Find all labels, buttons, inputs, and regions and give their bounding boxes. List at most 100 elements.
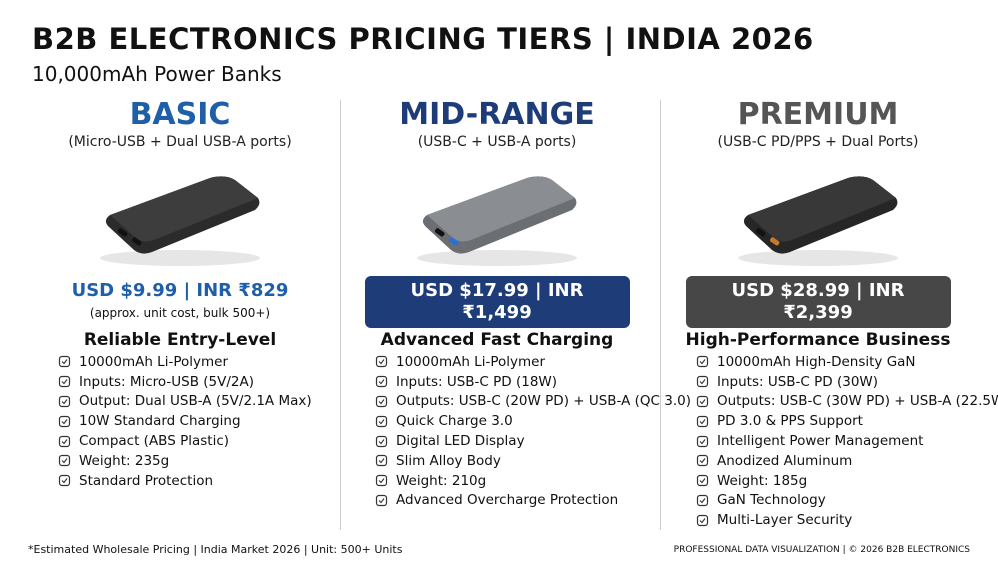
feature-icon — [696, 395, 709, 408]
feature: Multi-Layer Security — [696, 510, 998, 530]
feature-text: 10000mAh Li-Polymer — [396, 353, 545, 370]
feature: Slim Alloy Body — [375, 451, 691, 471]
product-image — [100, 176, 260, 266]
tier-name: BASIC — [129, 97, 231, 132]
feature: 10W Standard Charging — [58, 411, 312, 431]
feature-icon — [696, 514, 709, 526]
feature-list: 10000mAh Li-Polymer Inputs: USB-C PD (18W… — [375, 352, 691, 510]
feature: Standard Protection — [58, 471, 312, 491]
tagline: Advanced Fast Charging — [380, 330, 614, 350]
feature: Inputs: USB-C PD (30W) — [696, 372, 998, 392]
feature: Quick Charge 3.0 — [375, 411, 691, 431]
feature-text: Inputs: USB-C PD (30W) — [717, 373, 879, 390]
tier-name: PREMIUM — [737, 97, 899, 132]
feature-text: GaN Technology — [717, 492, 826, 509]
feature: Advanced Overcharge Protection — [375, 491, 691, 511]
feature-icon — [375, 494, 388, 507]
feature: Intelligent Power Management — [696, 431, 998, 451]
feature-icon — [696, 415, 709, 427]
feature: 10000mAh Li-Polymer — [375, 352, 691, 372]
feature: Weight: 235g — [58, 451, 312, 471]
tier-subtitle: (Micro-USB + Dual USB-A ports) — [68, 134, 292, 150]
title: B2B ELECTRONICS PRICING TIERS | INDIA 20… — [32, 22, 814, 56]
feature: 10000mAh High-Density GaN — [696, 352, 998, 372]
price-wrap: USD $9.99 | INR ₹829 — [20, 276, 340, 306]
price: USD $17.99 | INR ₹1,499 — [364, 276, 630, 328]
divider — [340, 100, 341, 530]
feature: GaN Technology — [696, 491, 998, 511]
feature-text: 10W Standard Charging — [79, 413, 241, 430]
feature-icon — [58, 376, 71, 388]
price-wrap: USD $17.99 | INR ₹1,499 — [337, 276, 657, 328]
feature: Inputs: USB-C PD (18W) — [375, 372, 691, 392]
feature-text: PD 3.0 & PPS Support — [717, 413, 863, 430]
divider — [660, 100, 661, 530]
tier-column: BASIC (Micro-USB + Dual USB-A ports) USD … — [20, 96, 340, 536]
feature: Weight: 185g — [696, 471, 998, 491]
footer-credit: PROFESSIONAL DATA VISUALIZATION | © 2026… — [673, 545, 970, 555]
price: USD $9.99 | INR ₹829 — [71, 280, 289, 301]
feature-icon — [58, 455, 71, 467]
feature-list: 10000mAh High-Density GaN Inputs: USB-C P… — [696, 352, 998, 530]
feature-icon — [375, 356, 388, 368]
feature-icon — [375, 395, 388, 408]
feature: 10000mAh Li-Polymer — [58, 352, 312, 372]
tier-column: MID-RANGE (USB-C + USB-A ports) USD $17.9… — [337, 96, 691, 536]
feature: Digital LED Display — [375, 431, 691, 451]
feature-icon — [696, 494, 709, 507]
feature-list: 10000mAh Li-Polymer Inputs: Micro-USB (5V… — [58, 352, 312, 491]
feature-icon — [58, 415, 71, 427]
tier-subtitle: (USB-C PD/PPS + Dual Ports) — [717, 134, 919, 150]
feature-text: Output: Dual USB-A (5V/2.1A Max) — [79, 393, 312, 410]
tier-name: MID-RANGE — [399, 97, 595, 132]
feature-text: Inputs: Micro-USB (5V/2A) — [79, 373, 255, 390]
feature-text: Compact (ABS Plastic) — [79, 433, 230, 450]
feature-icon — [375, 376, 388, 388]
feature-icon — [696, 455, 709, 467]
feature-icon — [696, 435, 709, 447]
feature-icon — [375, 415, 388, 427]
price: USD $28.99 | INR ₹2,399 — [685, 276, 951, 328]
feature: Inputs: Micro-USB (5V/2A) — [58, 372, 312, 392]
feature: Weight: 210g — [375, 471, 691, 491]
feature-text: Inputs: USB-C PD (18W) — [396, 373, 558, 390]
feature: Anodized Aluminum — [696, 451, 998, 471]
feature-text: Quick Charge 3.0 — [396, 413, 513, 430]
feature-text: Multi-Layer Security — [717, 512, 853, 529]
feature: Outputs: USB-C (20W PD) + USB-A (QC 3.0) — [375, 392, 691, 412]
feature-icon — [696, 475, 709, 487]
tier-subtitle: (USB-C + USB-A ports) — [417, 134, 577, 150]
feature-icon — [375, 435, 388, 447]
feature-icon — [58, 435, 71, 447]
feature-icon — [696, 376, 709, 388]
price-note: (approx. unit cost, bulk 500+) — [89, 306, 271, 320]
feature-icon — [58, 395, 71, 408]
footer-note: *Estimated Wholesale Pricing | India Mar… — [28, 543, 403, 556]
feature-icon — [58, 475, 71, 487]
feature: Output: Dual USB-A (5V/2.1A Max) — [58, 392, 312, 412]
feature: Compact (ABS Plastic) — [58, 431, 312, 451]
feature-icon — [696, 356, 709, 368]
feature-icon — [58, 356, 71, 368]
feature-text: Standard Protection — [79, 472, 214, 489]
feature-text: 10000mAh Li-Polymer — [79, 353, 228, 370]
subtitle: 10,000mAh Power Banks — [32, 62, 282, 86]
feature: Outputs: USB-C (30W PD) + USB-A (22.5W S… — [696, 392, 998, 412]
price-wrap: USD $28.99 | INR ₹2,399 — [658, 276, 978, 328]
feature: PD 3.0 & PPS Support — [696, 411, 998, 431]
feature-text: Weight: 185g — [717, 472, 808, 489]
feature-text: Weight: 235g — [79, 452, 170, 469]
feature-text: Anodized Aluminum — [717, 452, 853, 469]
feature-text: Outputs: USB-C (20W PD) + USB-A (QC 3.0) — [396, 393, 692, 410]
feature-icon — [375, 455, 388, 467]
feature-text: 10000mAh High-Density GaN — [717, 353, 916, 370]
product-image — [738, 176, 898, 266]
tagline: Reliable Entry-Level — [83, 330, 277, 350]
feature-text: Weight: 210g — [396, 472, 487, 489]
feature-icon — [375, 475, 388, 487]
feature-text: Outputs: USB-C (30W PD) + USB-A (22.5W S… — [717, 393, 998, 410]
feature-text: Digital LED Display — [396, 433, 525, 450]
feature-text: Advanced Overcharge Protection — [396, 492, 619, 509]
product-image — [417, 176, 577, 266]
